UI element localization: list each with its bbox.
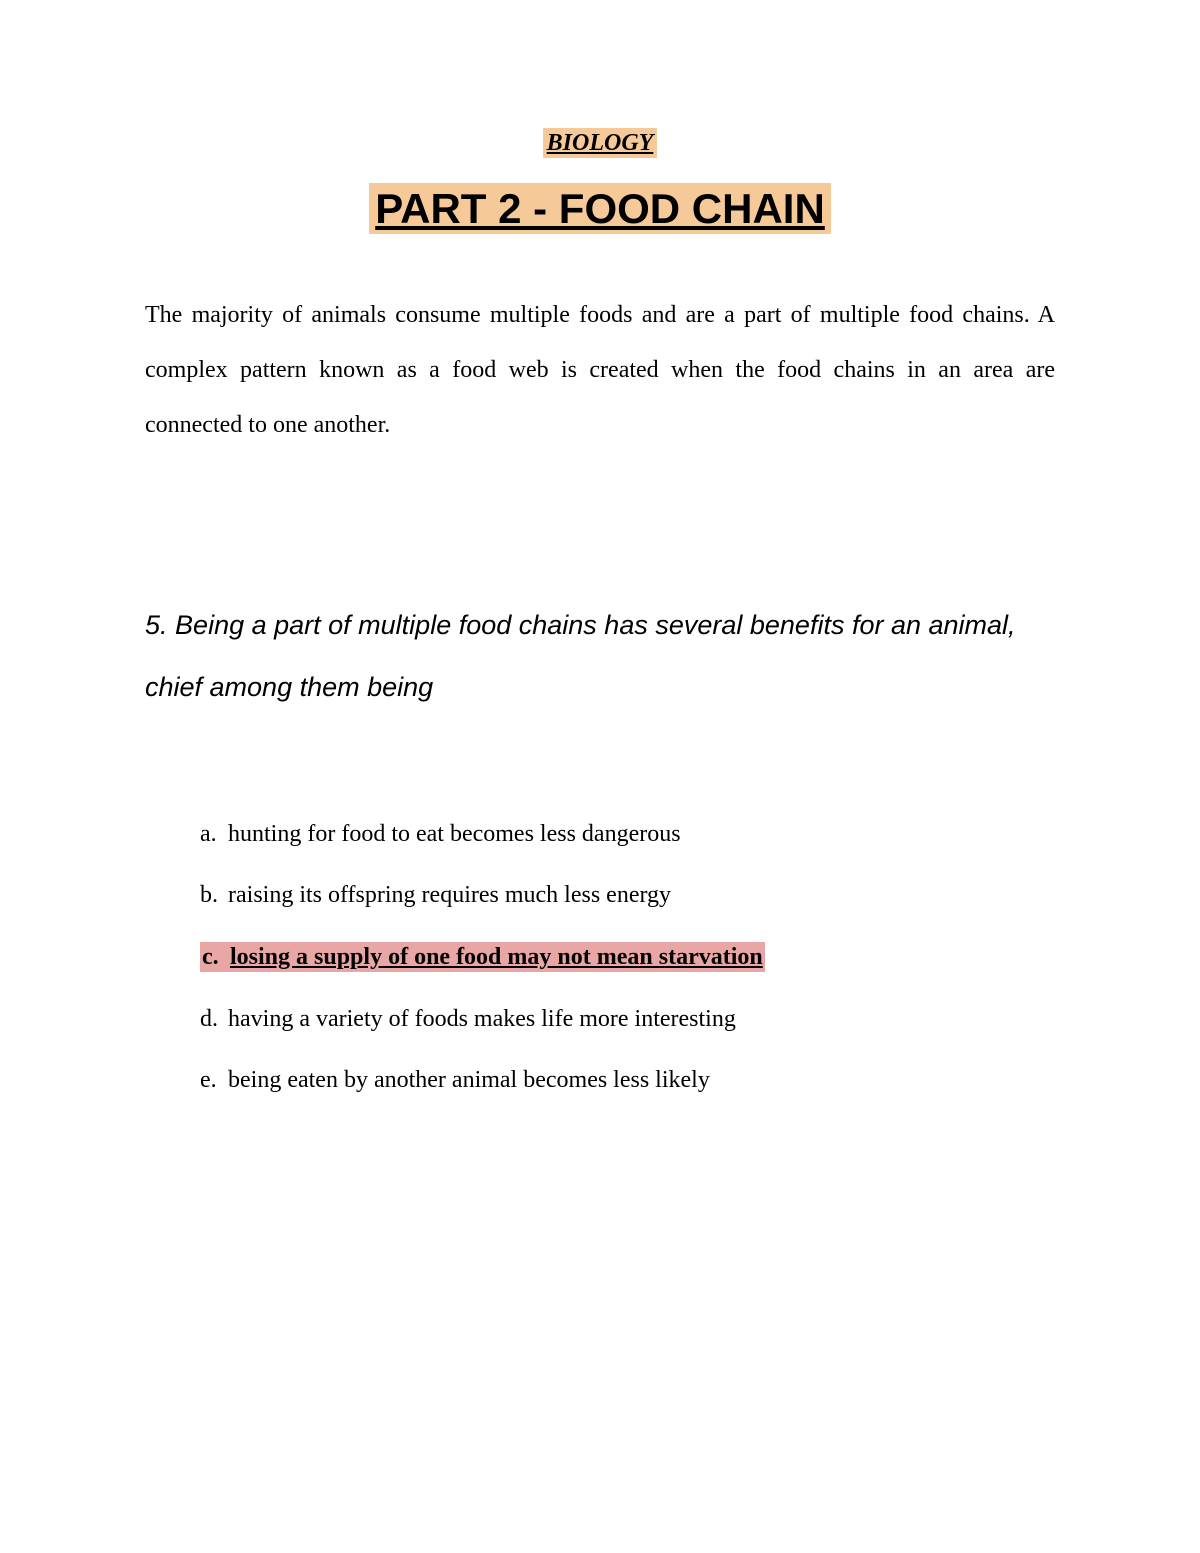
- option-c-correct: c.losing a supply of one food may not me…: [200, 941, 1055, 975]
- part-title-text: PART 2 - FOOD CHAIN: [369, 183, 831, 234]
- question-text: 5. Being a part of multiple food chains …: [145, 594, 1055, 718]
- option-text: having a variety of foods makes life mor…: [228, 1006, 736, 1032]
- options-list: a.hunting for food to eat becomes less d…: [145, 818, 1055, 1098]
- option-text: being eaten by another animal becomes le…: [228, 1067, 710, 1093]
- part-title: PART 2 - FOOD CHAIN: [145, 185, 1055, 233]
- option-d: d.having a variety of foods makes life m…: [200, 1003, 1055, 1037]
- option-e: e.being eaten by another animal becomes …: [200, 1064, 1055, 1098]
- option-text: raising its offspring requires much less…: [228, 882, 671, 908]
- option-marker: b.: [200, 879, 228, 913]
- question-number: 5.: [145, 610, 168, 640]
- option-marker: c.: [202, 941, 230, 975]
- option-text: losing a supply of one food may not mean…: [230, 944, 763, 970]
- option-marker: d.: [200, 1003, 228, 1037]
- intro-paragraph: The majority of animals consume multiple…: [145, 288, 1055, 454]
- option-a: a.hunting for food to eat becomes less d…: [200, 818, 1055, 852]
- option-marker: a.: [200, 818, 228, 852]
- subject-label: BIOLOGY: [145, 130, 1055, 157]
- question-body: Being a part of multiple food chains has…: [145, 610, 1016, 702]
- option-b: b.raising its offspring requires much le…: [200, 879, 1055, 913]
- option-marker: e.: [200, 1064, 228, 1098]
- option-text: hunting for food to eat becomes less dan…: [228, 821, 681, 847]
- subject-text: BIOLOGY: [543, 128, 658, 158]
